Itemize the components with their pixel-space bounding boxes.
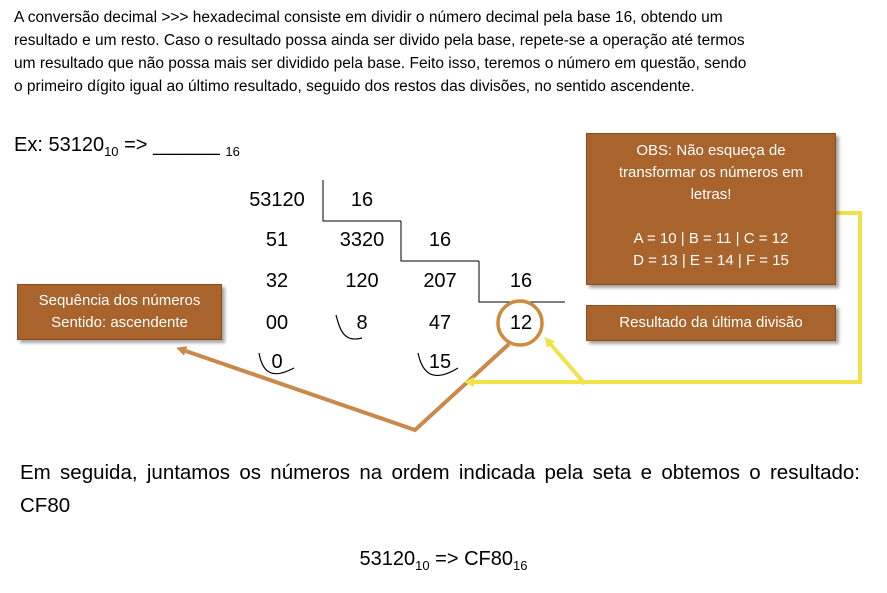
sequence-line: Sequência dos números [38, 292, 201, 309]
div-divisor-1: 16 [350, 189, 374, 211]
result-lhs-base: 10 [415, 558, 430, 573]
div-last-quotient: 12 [509, 312, 533, 334]
div-remainder-8: 8 [356, 312, 368, 334]
div-dividend-1: 53120 [249, 189, 305, 211]
sequence-note-box: Sequência dos números Sentido: ascendent… [17, 284, 222, 340]
obs-arrow [464, 211, 862, 387]
conclusion-text: Em seguida, juntamos os números na ordem… [20, 461, 860, 517]
last-division-label: Resultado da última divisão [619, 314, 803, 331]
example-line: Ex: 5312010 => ______ 16 [14, 134, 240, 159]
div-step-1: 51 [265, 229, 289, 251]
example-prefix: Ex: 53120 [14, 134, 105, 156]
obs-line: letras! [690, 186, 732, 203]
hook-0 [258, 352, 295, 375]
div-step-5: 47 [428, 312, 452, 334]
result-rhs-base: 16 [513, 558, 528, 573]
obs-line: D = 13 | E = 14 | F = 15 [633, 252, 789, 269]
final-result: 5312010 => CF8016 [0, 548, 887, 573]
bracket-1 [322, 180, 401, 222]
last-division-box: Resultado da última divisão [586, 305, 836, 341]
sequence-arrow [176, 342, 511, 433]
last-division-arrow [544, 336, 587, 386]
div-step-4: 00 [265, 312, 289, 334]
div-quotient-1: 3320 [339, 229, 385, 251]
obs-note-box: OBS: Não esqueça de transformar os númer… [586, 133, 836, 285]
intro-line: um resultado que não possa mais ser divi… [14, 55, 747, 72]
hook-8 [335, 314, 363, 340]
circle-12 [496, 299, 544, 347]
intro-line: A conversão decimal >>> hexadecimal cons… [14, 9, 723, 26]
intro-paragraph: A conversão decimal >>> hexadecimal cons… [14, 6, 860, 98]
div-remainder-0: 0 [271, 351, 283, 373]
example-base-from: 10 [104, 144, 119, 159]
example-blank: ______ [153, 134, 220, 156]
div-remainder-15: 15 [428, 351, 452, 373]
intro-line: o primeiro dígito igual ao último result… [14, 78, 695, 95]
obs-line: A = 10 | B = 11 | C = 12 [633, 230, 789, 247]
result-lhs: 53120 [359, 548, 416, 570]
bracket-3 [478, 261, 565, 303]
example-arrow: => [118, 134, 154, 156]
example-base-to: 16 [225, 144, 240, 159]
div-quotient-2: 207 [423, 270, 457, 292]
obs-line: transformar os números em [618, 164, 804, 181]
div-step-3: 120 [345, 270, 379, 292]
sequence-line: Sentido: ascendente [51, 314, 188, 331]
obs-line: OBS: Não esqueça de [636, 142, 786, 159]
div-step-2: 32 [265, 270, 289, 292]
bracket-2 [400, 221, 479, 262]
hook-15 [417, 352, 459, 377]
div-divisor-3: 16 [509, 270, 533, 292]
div-divisor-2: 16 [428, 229, 452, 251]
intro-line: resultado e um resto. Caso o resultado p… [14, 32, 745, 49]
result-rhs: => CF80 [429, 548, 513, 570]
